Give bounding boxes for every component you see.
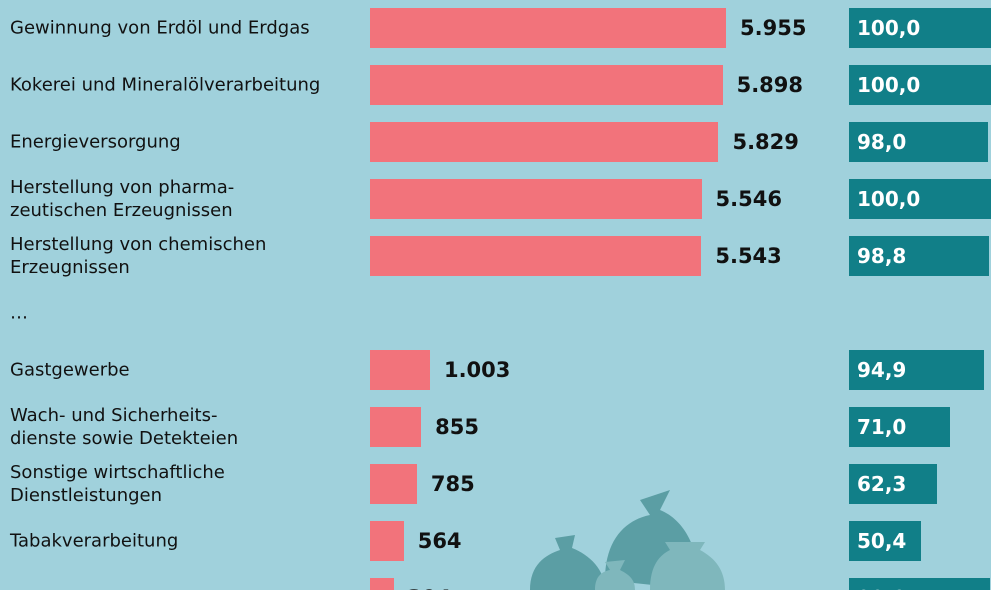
percent-bar xyxy=(849,521,921,561)
value-label: 5.898 xyxy=(736,73,804,97)
percent-bar xyxy=(849,350,984,390)
category-label: Energieversorgung xyxy=(10,131,181,153)
bar xyxy=(370,350,430,390)
category-label: Vermittlung von Arbeitskräften xyxy=(10,587,360,590)
percent-bar xyxy=(849,8,991,48)
decoration xyxy=(530,490,725,590)
percent-bar xyxy=(849,236,990,276)
percent-bar xyxy=(849,464,938,504)
category-label: Kokerei und Mineralölverarbeitung xyxy=(10,74,321,96)
bar xyxy=(370,521,404,561)
percent-label: 100,0 xyxy=(857,187,921,211)
percent-label: 98,0 xyxy=(857,130,907,154)
category-label: Wach- und Sicherheits- dienste sowie Det… xyxy=(10,405,239,449)
percent-label: 100,0 xyxy=(857,73,921,97)
bar xyxy=(370,236,702,276)
percent-label: 62,3 xyxy=(857,472,907,496)
bar xyxy=(370,407,422,447)
value-label: 5.543 xyxy=(715,244,782,268)
value-label: 785 xyxy=(430,472,475,496)
percent-label: 98,8 xyxy=(857,244,907,268)
percent-bar xyxy=(849,407,950,447)
category-label: Gewinnung von Erdöl und Erdgas xyxy=(10,17,310,39)
category-label: Herstellung von chemischen Erzeugnissen xyxy=(10,234,267,278)
percent-label: 71,0 xyxy=(857,415,907,439)
category-label: Tabakverarbeitung xyxy=(10,530,179,552)
bar xyxy=(370,122,719,162)
value-label: 1.003 xyxy=(443,358,511,382)
percent-bar xyxy=(849,578,990,590)
bar xyxy=(370,65,723,105)
category-label: … xyxy=(10,302,28,324)
category-label: Sonstige wirtschaftliche Dienstleistunge… xyxy=(10,462,225,506)
value-label: 5.546 xyxy=(715,187,782,211)
category-label: Gastgewerbe xyxy=(10,359,130,381)
percent-label: 50,4 xyxy=(857,529,907,553)
percent-label: 99,0 xyxy=(857,586,906,590)
percent-bar xyxy=(849,122,989,162)
percent-bar xyxy=(849,65,991,105)
value-label: 564 xyxy=(417,529,462,553)
bar xyxy=(370,464,417,504)
category-label: Herstellung von pharma- zeutischen Erzeu… xyxy=(10,177,235,221)
percent-label: 100,0 xyxy=(857,16,921,40)
value-label: 5.955 xyxy=(740,16,807,40)
percent-bar xyxy=(849,179,991,219)
bar xyxy=(370,8,726,48)
value-label: 5.829 xyxy=(732,130,799,154)
value-label: 855 xyxy=(435,415,479,439)
percent-label: 94,9 xyxy=(857,358,907,382)
value-label: 394 xyxy=(408,586,452,590)
bar xyxy=(370,179,702,219)
bar xyxy=(370,578,394,590)
